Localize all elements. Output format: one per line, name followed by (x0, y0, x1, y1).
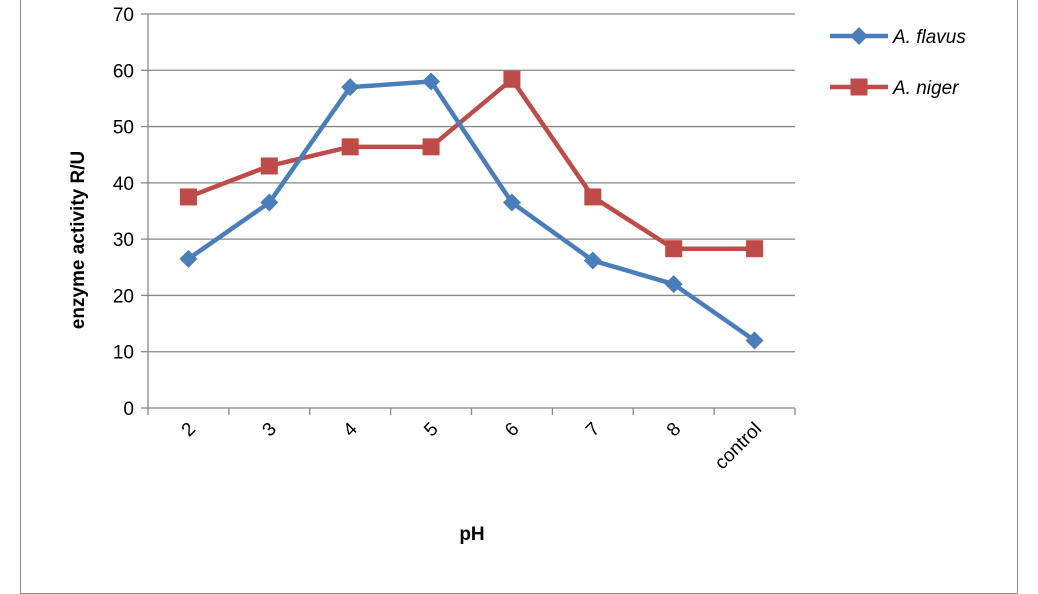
legend-marker (850, 78, 868, 96)
legend-label: A. niger (892, 78, 959, 99)
data-point (584, 188, 602, 206)
data-point (260, 157, 278, 175)
y-axis-title: enzyme activity R/U (68, 151, 89, 329)
y-tick-label: 50 (113, 118, 134, 139)
y-tick-label: 60 (113, 61, 134, 82)
data-point (341, 138, 359, 156)
legend-entry: A. niger (830, 78, 959, 99)
y-tick-label: 0 (123, 399, 134, 420)
data-point (422, 72, 441, 91)
data-point (583, 251, 602, 270)
data-point (179, 249, 198, 268)
y-tick-label: 30 (113, 230, 134, 251)
legend: A. flavus A. niger (830, 27, 966, 99)
data-point (746, 240, 764, 258)
x-axis-title: pH (459, 524, 484, 545)
data-point (745, 331, 764, 350)
x-tick-label: 8 (663, 419, 685, 441)
x-tick-label: 2 (178, 419, 200, 441)
series-1 (179, 70, 764, 258)
y-tick-label: 20 (113, 286, 134, 307)
chart-frame (20, 0, 1018, 594)
x-tick-label: 3 (259, 419, 281, 441)
x-tick-label: 4 (339, 418, 362, 441)
data-point (341, 78, 360, 97)
data-point (664, 275, 683, 294)
line-chart: 0 10 20 30 40 50 60 70 2 3 4 5 6 7 8 control enzyme ac… (68, 5, 966, 545)
y-tick-labels: 0 10 20 30 40 50 60 70 (113, 5, 134, 420)
gridlines (148, 13, 795, 353)
x-tick-label: 6 (501, 419, 523, 441)
data-point (503, 70, 521, 88)
x-tick-label: 7 (582, 419, 604, 441)
legend-marker (850, 27, 868, 45)
series-0 (179, 72, 764, 350)
y-tick-label: 40 (113, 174, 134, 195)
y-tick-label: 70 (113, 5, 134, 26)
data-point (422, 138, 440, 156)
series (179, 70, 764, 350)
x-tick-labels: 2 3 4 5 6 7 8 control (178, 418, 766, 473)
data-point (260, 193, 279, 212)
data-point (502, 193, 521, 212)
y-tick-label: 10 (113, 343, 134, 364)
data-point (179, 188, 197, 206)
axes (141, 13, 796, 415)
x-tick-label: 5 (420, 419, 442, 441)
legend-label: A. flavus (892, 27, 966, 48)
series-line (187, 79, 756, 343)
legend-entry: A. flavus (830, 27, 966, 48)
x-tick-label: control (711, 419, 766, 474)
series-line (187, 77, 755, 251)
data-point (665, 240, 683, 258)
